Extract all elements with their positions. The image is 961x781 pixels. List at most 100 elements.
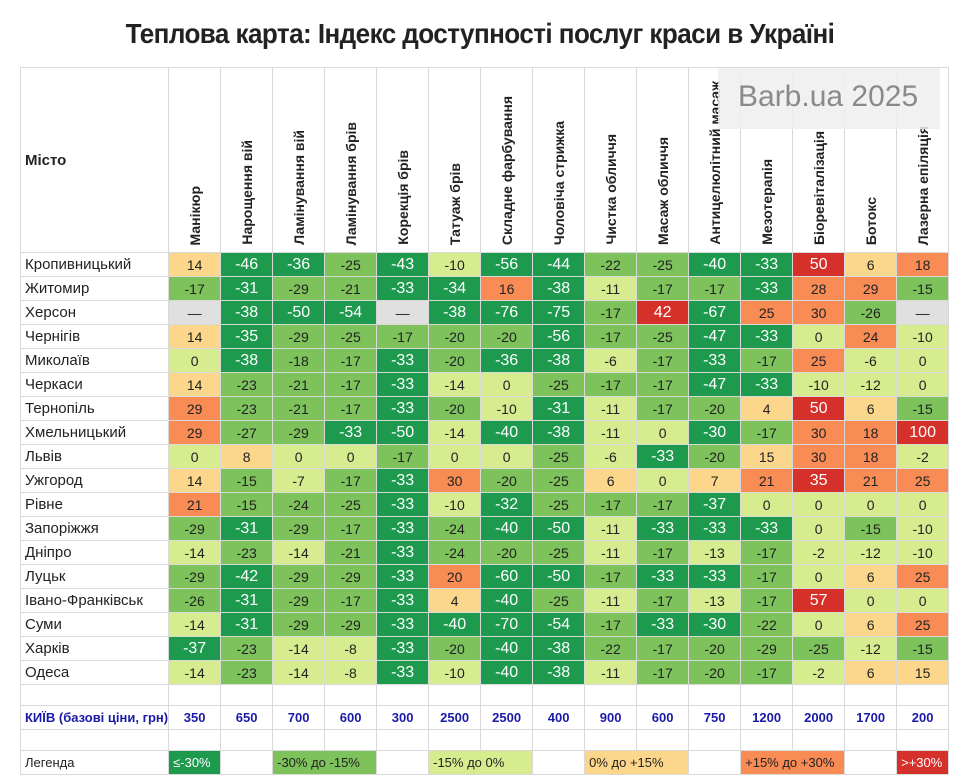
table-row: Луцьк -29 -42 -29 -29 -33 20 -60 -50 -17 -33 -33 -17… <box>19 564 950 589</box>
heatmap-cell: -31 <box>220 516 274 541</box>
city-name: Одеса <box>19 660 170 685</box>
heatmap-cell: -20 <box>688 636 742 661</box>
empty-cell <box>688 750 742 775</box>
empty-cell <box>896 729 950 751</box>
table-row: Івано-Франківськ -26 -31 -29 -17 -33 4 -40 -25 -1… <box>19 588 950 613</box>
heatmap-cell: -33 <box>376 588 430 613</box>
heatmap-cell: 7 <box>688 468 742 493</box>
heatmap-cell: -22 <box>584 252 638 277</box>
table-row: Житомир -17 -31 -29 -21 -33 -34 16 -38 -11 -17 -17-… <box>19 276 950 301</box>
heatmap-cell: 29 <box>168 420 222 445</box>
column-header: Корекція брів <box>376 67 430 253</box>
heatmap-cell: -46 <box>220 252 274 277</box>
heatmap-cell: 15 <box>740 444 794 469</box>
empty-cell <box>844 750 898 775</box>
heatmap-cell: -23 <box>220 540 274 565</box>
heatmap-cell: -17 <box>636 492 690 517</box>
heatmap-cell: 15 <box>896 660 950 685</box>
empty-cell <box>844 684 898 706</box>
heatmap-cell: -38 <box>428 300 482 325</box>
table-row: Харків -37 -23 -14 -8 -33 -20 -40 -38 -22 -17 -20 -2… <box>19 636 950 661</box>
heatmap-cell: 6 <box>844 564 898 589</box>
heatmap-cell: -12 <box>844 372 898 397</box>
heatmap-cell: 0 <box>792 516 846 541</box>
heatmap-cell: 18 <box>844 420 898 445</box>
heatmap-cell: -25 <box>636 252 690 277</box>
heatmap-cell: -29 <box>168 516 222 541</box>
heatmap-cell: 0 <box>896 348 950 373</box>
heatmap-cell: 35 <box>792 468 846 493</box>
heatmap-cell: 0 <box>168 348 222 373</box>
heatmap-table: Місто Манікюр Нарощення вій Ламінування вій… <box>19 67 950 775</box>
heatmap-cell: 25 <box>740 300 794 325</box>
column-header: Татуаж брів <box>428 67 482 253</box>
table-row: Хмельницький 29 -27 -29 -33 -50 -14 -40 -38 -11 0-… <box>19 420 950 445</box>
heatmap-cell: 0 <box>792 492 846 517</box>
city-name: Хмельницький <box>19 420 170 445</box>
empty-cell <box>220 750 274 775</box>
heatmap-cell: 25 <box>896 612 950 637</box>
watermark: Barb.ua 2025 <box>718 68 940 129</box>
heatmap-cell: -33 <box>324 420 378 445</box>
empty-cell <box>584 729 638 751</box>
table-row: Миколаїв 0 -38 -18 -17 -33 -20 -36 -38 -6 -17 -33 -1… <box>19 348 950 373</box>
heatmap-cell: -10 <box>428 660 482 685</box>
legend-item: >+30% <box>896 750 950 775</box>
column-header: Чоловіча стрижка <box>532 67 586 253</box>
heatmap-cell: -44 <box>532 252 586 277</box>
heatmap-cell: -35 <box>220 324 274 349</box>
heatmap-cell: -33 <box>376 612 430 637</box>
heatmap-cell: -12 <box>844 540 898 565</box>
heatmap-cell: -17 <box>324 516 378 541</box>
heatmap-cell: -20 <box>428 636 482 661</box>
table-row: Херсон — -38 -50 -54— -38 -76 -75 -17 42 -67 25 30 -2… <box>19 300 950 325</box>
table-row: Кропивницький 14 -46 -36 -25 -43 -10 -56 -44 -22-… <box>19 252 950 277</box>
base-price-cell: 750 <box>688 705 742 730</box>
heatmap-cell: -11 <box>584 516 638 541</box>
heatmap-cell: -23 <box>220 396 274 421</box>
empty-cell <box>428 684 482 706</box>
heatmap-cell: -36 <box>480 348 534 373</box>
base-price-cell: 1700 <box>844 705 898 730</box>
heatmap-cell: -25 <box>532 540 586 565</box>
heatmap-cell: -50 <box>532 564 586 589</box>
empty-cell <box>740 729 794 751</box>
heatmap-cell: -25 <box>324 252 378 277</box>
column-header: Ламінування вій <box>272 67 326 253</box>
column-label: Мезотерапія <box>758 159 775 245</box>
heatmap-cell: 0 <box>844 588 898 613</box>
heatmap-cell: -31 <box>220 588 274 613</box>
empty-cell <box>896 684 950 706</box>
column-header: Чистка обличчя <box>584 67 638 253</box>
empty-cell <box>480 684 534 706</box>
heatmap-cell: -22 <box>740 612 794 637</box>
spacer-row <box>19 684 950 706</box>
heatmap-cell: -17 <box>584 324 638 349</box>
column-header: Манікюр <box>168 67 222 253</box>
heatmap-cell: -15 <box>844 516 898 541</box>
legend-row: Легенда ≤-30% -30% до -15% -15% до 0% 0% до … <box>19 750 950 775</box>
heatmap-cell: -25 <box>636 324 690 349</box>
heatmap-cell: -6 <box>844 348 898 373</box>
heatmap-cell: -13 <box>688 588 742 613</box>
heatmap-cell: -23 <box>220 372 274 397</box>
heatmap-cell: -15 <box>896 276 950 301</box>
base-price-label: КИЇВ (базові ціни, грн) <box>19 705 170 730</box>
heatmap-cell: -10 <box>428 252 482 277</box>
heatmap-cell: 14 <box>168 252 222 277</box>
base-price-row: КИЇВ (базові ціни, грн) 350 650 700 600 300 25… <box>19 705 950 730</box>
heatmap-cell: -17 <box>636 660 690 685</box>
heatmap-cell: 0 <box>324 444 378 469</box>
heatmap-cell: -25 <box>532 444 586 469</box>
heatmap-cell: -25 <box>324 324 378 349</box>
heatmap-cell: -30 <box>688 420 742 445</box>
base-price-cell: 1200 <box>740 705 794 730</box>
heatmap-cell: -17 <box>740 420 794 445</box>
column-label: Корекція брів <box>394 150 411 245</box>
heatmap-cell: 20 <box>428 564 482 589</box>
heatmap-cell: -15 <box>896 636 950 661</box>
heatmap-cell: -33 <box>740 372 794 397</box>
heatmap-cell: -70 <box>480 612 534 637</box>
empty-cell <box>272 729 326 751</box>
table-row: Тернопіль 29 -23 -21 -17 -33 -20 -10 -31 -11 -17 -2… <box>19 396 950 421</box>
